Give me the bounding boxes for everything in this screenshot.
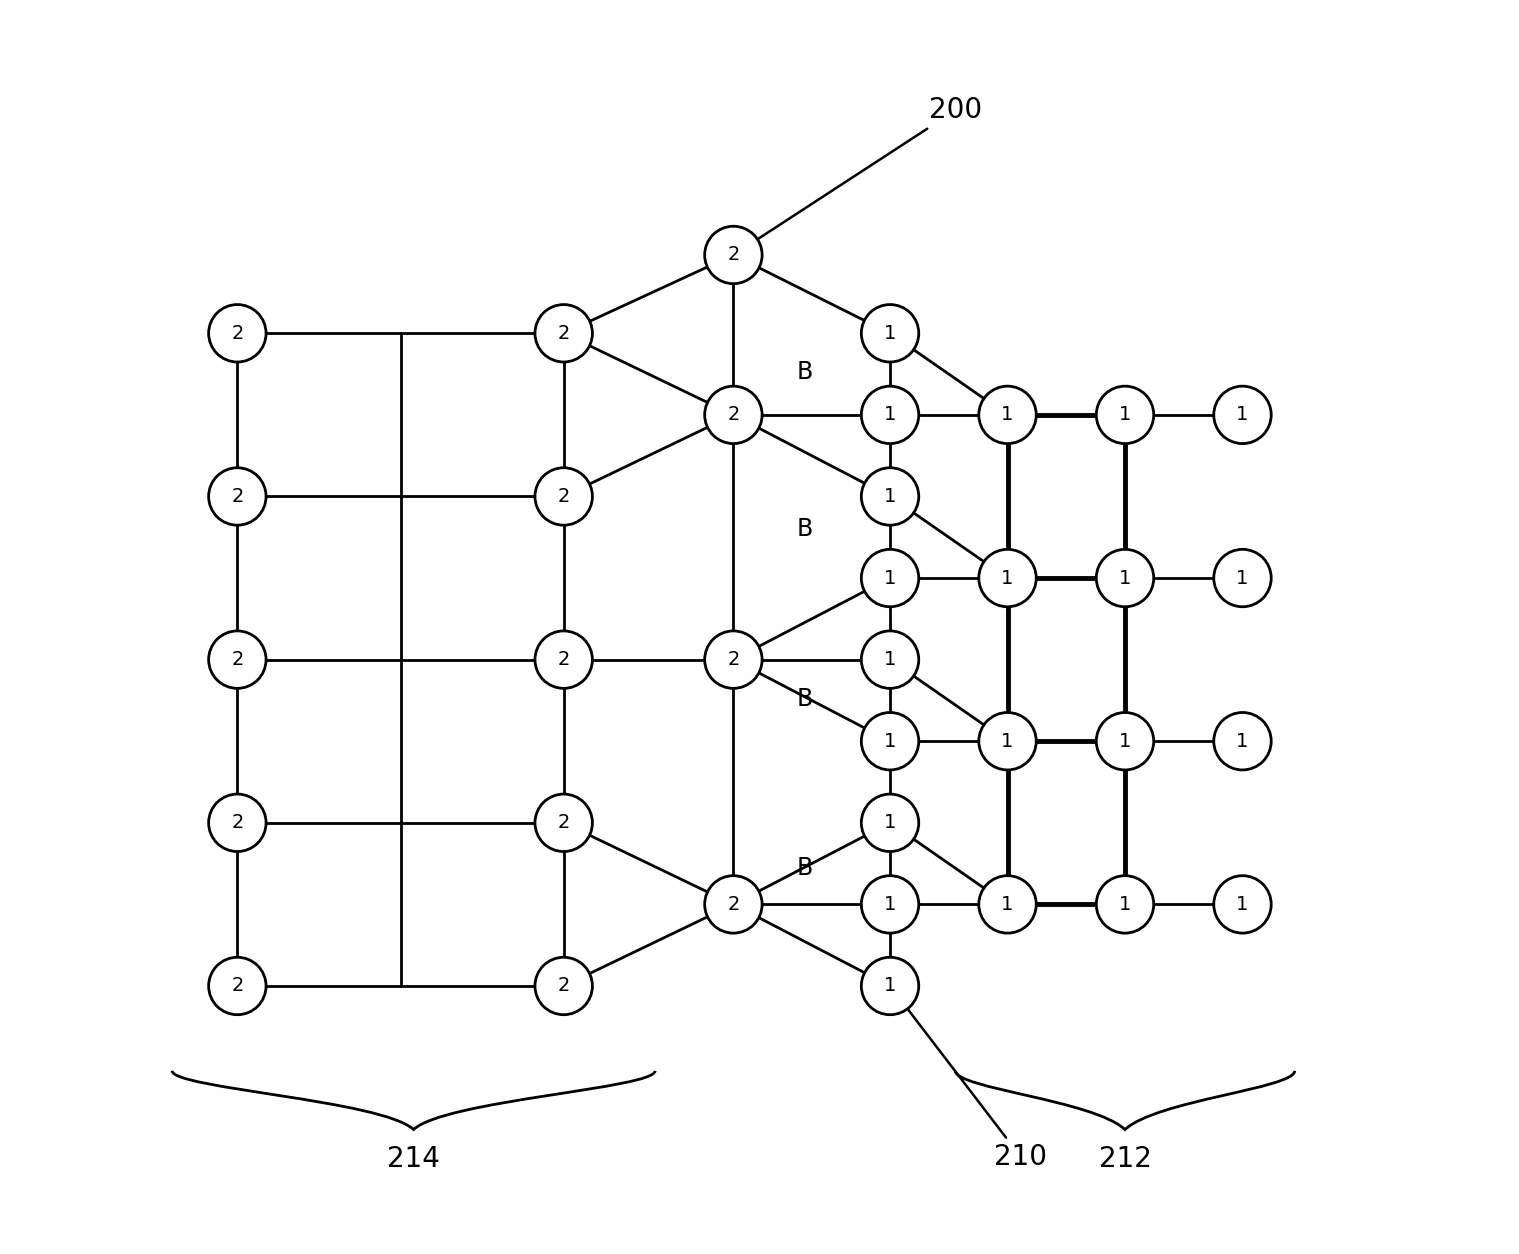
Text: 2: 2: [231, 324, 243, 342]
Text: 2: 2: [557, 487, 570, 505]
Text: 1: 1: [1120, 568, 1132, 588]
Circle shape: [208, 631, 266, 688]
Circle shape: [978, 875, 1036, 933]
Text: 1: 1: [1120, 895, 1132, 914]
Text: 2: 2: [231, 814, 243, 833]
Text: 200: 200: [738, 97, 981, 252]
Circle shape: [1214, 386, 1271, 444]
Text: 1: 1: [1001, 732, 1013, 751]
Circle shape: [208, 957, 266, 1014]
Text: 1: 1: [884, 895, 896, 914]
Text: B: B: [797, 687, 813, 711]
Circle shape: [1097, 712, 1154, 770]
Circle shape: [1097, 875, 1154, 933]
Text: 1: 1: [1236, 895, 1249, 914]
Circle shape: [1214, 875, 1271, 933]
Text: 2: 2: [557, 650, 570, 670]
Text: 2: 2: [728, 650, 740, 670]
Text: 2: 2: [231, 650, 243, 670]
Circle shape: [535, 794, 592, 851]
Text: 210: 210: [893, 991, 1047, 1171]
Text: 2: 2: [728, 405, 740, 424]
Circle shape: [535, 305, 592, 362]
Text: 1: 1: [1120, 732, 1132, 751]
Circle shape: [978, 549, 1036, 607]
Circle shape: [861, 794, 919, 851]
Circle shape: [535, 957, 592, 1014]
Circle shape: [861, 386, 919, 444]
Circle shape: [861, 631, 919, 688]
Text: 1: 1: [1001, 568, 1013, 588]
Text: 1: 1: [884, 324, 896, 342]
Text: 1: 1: [884, 650, 896, 670]
Circle shape: [861, 468, 919, 525]
Text: 1: 1: [884, 977, 896, 996]
Circle shape: [705, 875, 763, 933]
Circle shape: [861, 305, 919, 362]
Circle shape: [208, 468, 266, 525]
Text: 1: 1: [1236, 568, 1249, 588]
Circle shape: [705, 631, 763, 688]
Text: 1: 1: [1236, 405, 1249, 424]
Circle shape: [978, 712, 1036, 770]
Circle shape: [208, 794, 266, 851]
Text: 1: 1: [1001, 405, 1013, 424]
Text: 1: 1: [1120, 405, 1132, 424]
Text: 1: 1: [884, 732, 896, 751]
Text: 2: 2: [231, 977, 243, 996]
Text: 2: 2: [557, 977, 570, 996]
Circle shape: [1214, 712, 1271, 770]
Text: 2: 2: [728, 895, 740, 914]
Text: B: B: [797, 517, 813, 540]
Text: 212: 212: [1098, 1145, 1151, 1174]
Text: 2: 2: [557, 324, 570, 342]
Circle shape: [705, 386, 763, 444]
Circle shape: [535, 631, 592, 688]
Circle shape: [861, 712, 919, 770]
Circle shape: [535, 468, 592, 525]
Text: 1: 1: [1001, 895, 1013, 914]
Circle shape: [1214, 549, 1271, 607]
Text: 1: 1: [884, 814, 896, 833]
Circle shape: [1097, 549, 1154, 607]
Circle shape: [861, 549, 919, 607]
Circle shape: [1097, 386, 1154, 444]
Circle shape: [861, 957, 919, 1014]
Circle shape: [861, 875, 919, 933]
Text: 2: 2: [231, 487, 243, 505]
Text: 1: 1: [884, 405, 896, 424]
Text: 214: 214: [387, 1145, 441, 1174]
Text: 2: 2: [728, 246, 740, 265]
Text: 2: 2: [557, 814, 570, 833]
Circle shape: [705, 226, 763, 283]
Text: 1: 1: [884, 568, 896, 588]
Text: B: B: [797, 856, 813, 880]
Text: 1: 1: [1236, 732, 1249, 751]
Text: B: B: [797, 360, 813, 385]
Text: 1: 1: [884, 487, 896, 505]
Circle shape: [208, 305, 266, 362]
Circle shape: [978, 386, 1036, 444]
